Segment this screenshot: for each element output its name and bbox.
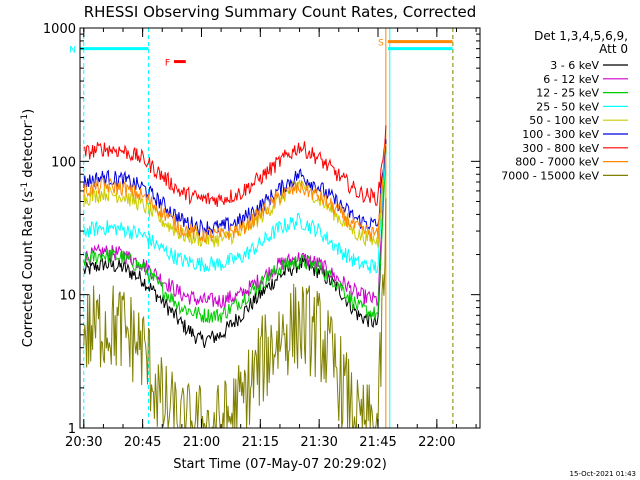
y-label-end: ): [21, 109, 36, 114]
legend-label-1: 6 - 12 keV: [543, 73, 599, 86]
legend-label-4: 50 - 100 keV: [529, 114, 599, 127]
series-line-1: [83, 146, 387, 310]
series-line-6: [83, 125, 387, 208]
plot-area: N F S: [69, 28, 454, 430]
y-label-mid: detector: [21, 122, 36, 182]
x-tick-label-6: 22:00: [418, 435, 455, 450]
y-axis-label: Corrected Count Rate (s-1 detector-1): [20, 109, 36, 347]
series-line-2: [83, 148, 387, 324]
legend-label-2: 12 - 25 keV: [536, 87, 599, 100]
legend-label-8: 7000 - 15000 keV: [501, 169, 599, 182]
flag-label-2: S: [378, 39, 384, 49]
legend-header-1: Det 1,3,4,5,6,9,: [534, 29, 628, 43]
y-axis-ticks: 1 10 100 1000: [43, 22, 480, 437]
y-tick-label-1: 10: [59, 289, 76, 304]
y-label-sup1: -1: [20, 182, 30, 191]
y-label-main: Corrected Count Rate (s: [21, 191, 36, 348]
series-line-0: [83, 141, 387, 349]
timestamp: 15-Oct-2021 01:43: [570, 470, 636, 478]
legend-label-5: 100 - 300 keV: [522, 128, 599, 141]
legend-header-2: Att 0: [599, 42, 628, 56]
x-tick-label-2: 21:00: [183, 435, 220, 450]
legend-label-6: 300 - 800 keV: [522, 142, 599, 155]
legend-label-3: 25 - 50 keV: [536, 100, 599, 113]
x-tick-label-3: 21:15: [242, 435, 279, 450]
x-tick-label-0: 20:30: [65, 435, 102, 450]
x-axis-ticks: 20:30 20:45 21:00 21:15 21:30 21:45 22:00: [65, 28, 477, 450]
flag-label-0: N: [69, 46, 76, 56]
series-line-5: [83, 139, 387, 237]
x-tick-label-4: 21:30: [300, 435, 337, 450]
series-line-3: [83, 153, 387, 274]
y-tick-label-2: 100: [51, 155, 76, 170]
x-axis-label: Start Time (07-May-07 20:29:02): [173, 457, 387, 472]
flag-label-1: F: [165, 59, 170, 69]
chart-title: RHESSI Observing Summary Count Rates, Co…: [84, 3, 477, 21]
series-line-7: [83, 143, 387, 243]
legend-label-0: 3 - 6 keV: [550, 59, 599, 72]
legend-label-7: 800 - 7000 keV: [515, 156, 599, 169]
y-tick-label-3: 1000: [43, 22, 76, 37]
y-tick-label-0: 1: [68, 422, 76, 437]
y-label-sup2: -1: [20, 114, 30, 123]
x-tick-label-5: 21:45: [359, 435, 396, 450]
x-tick-label-1: 20:45: [124, 435, 161, 450]
